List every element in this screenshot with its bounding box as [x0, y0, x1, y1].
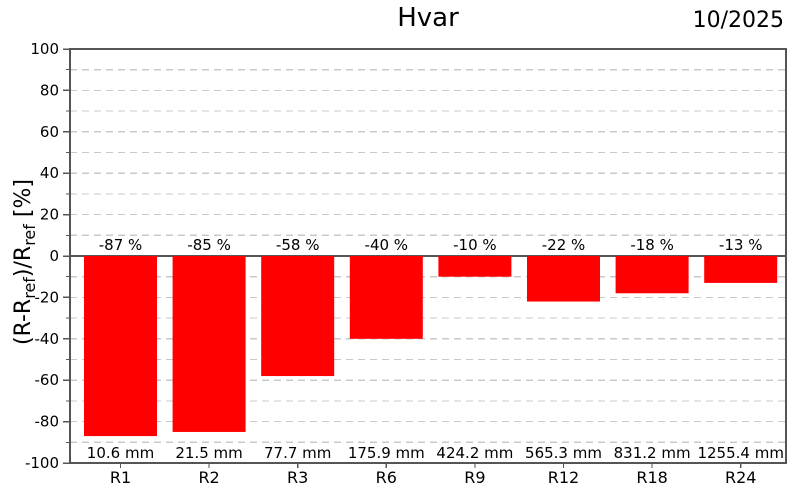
bar-total-label: 21.5 mm: [175, 444, 242, 462]
bar: [615, 256, 689, 294]
x-tick-label: R18: [636, 468, 667, 487]
bar-value-label: -10 %: [453, 236, 497, 254]
y-tick-label: 80: [40, 81, 59, 99]
bar: [704, 256, 778, 283]
x-tick-label: R3: [287, 468, 308, 487]
bar-total-label: 831.2 mm: [614, 444, 691, 462]
x-tick-label: R12: [548, 468, 579, 487]
x-tick-label: R6: [376, 468, 397, 487]
bar-value-label: -18 %: [630, 236, 674, 254]
y-tick-label: 40: [40, 164, 59, 182]
bar-total-label: 77.7 mm: [264, 444, 331, 462]
x-tick-label: R1: [110, 468, 131, 487]
bar-value-label: -58 %: [276, 236, 320, 254]
y-tick-label: -40: [35, 330, 60, 348]
bar-value-label: -40 %: [365, 236, 409, 254]
y-tick-label: 20: [40, 206, 59, 224]
y-tick-label: -20: [35, 288, 60, 306]
y-axis-label-part: [%]: [11, 179, 36, 224]
y-axis-label-part: )/R: [11, 246, 36, 277]
bar: [349, 256, 423, 339]
x-tick-label: R9: [464, 468, 485, 487]
y-tick-label: -60: [35, 371, 60, 389]
bar-total-label: 1255.4 mm: [697, 444, 783, 462]
bar-value-label: -13 %: [719, 236, 763, 254]
bar-total-label: 10.6 mm: [87, 444, 154, 462]
bar-value-label: -87 %: [99, 236, 143, 254]
bar: [172, 256, 246, 432]
y-tick-label: -100: [25, 454, 59, 472]
y-tick-label: 60: [40, 123, 59, 141]
y-axis-label-subscript: ref: [20, 224, 39, 246]
y-axis-label: (R-Rref)/Rref [%]: [11, 179, 39, 345]
bar-total-label: 565.3 mm: [525, 444, 602, 462]
bar-total-label: 424.2 mm: [436, 444, 513, 462]
bar-total-label: 175.9 mm: [348, 444, 425, 462]
y-tick-label: 100: [30, 40, 59, 58]
x-tick-label: R2: [198, 468, 219, 487]
y-axis-label-part: (R-R: [11, 299, 36, 345]
chart-title: Hvar: [397, 3, 459, 33]
bar-value-label: -22 %: [542, 236, 586, 254]
bar-value-label: -85 %: [187, 236, 231, 254]
y-tick-label: -80: [35, 413, 60, 431]
chart-period: 10/2025: [692, 8, 784, 33]
bar: [438, 256, 512, 277]
y-tick-label: 0: [49, 247, 59, 265]
bar: [261, 256, 335, 377]
y-axis-label-subscript: ref: [20, 277, 39, 299]
x-tick-label: R24: [725, 468, 756, 487]
bar: [527, 256, 600, 302]
bar: [84, 256, 157, 437]
